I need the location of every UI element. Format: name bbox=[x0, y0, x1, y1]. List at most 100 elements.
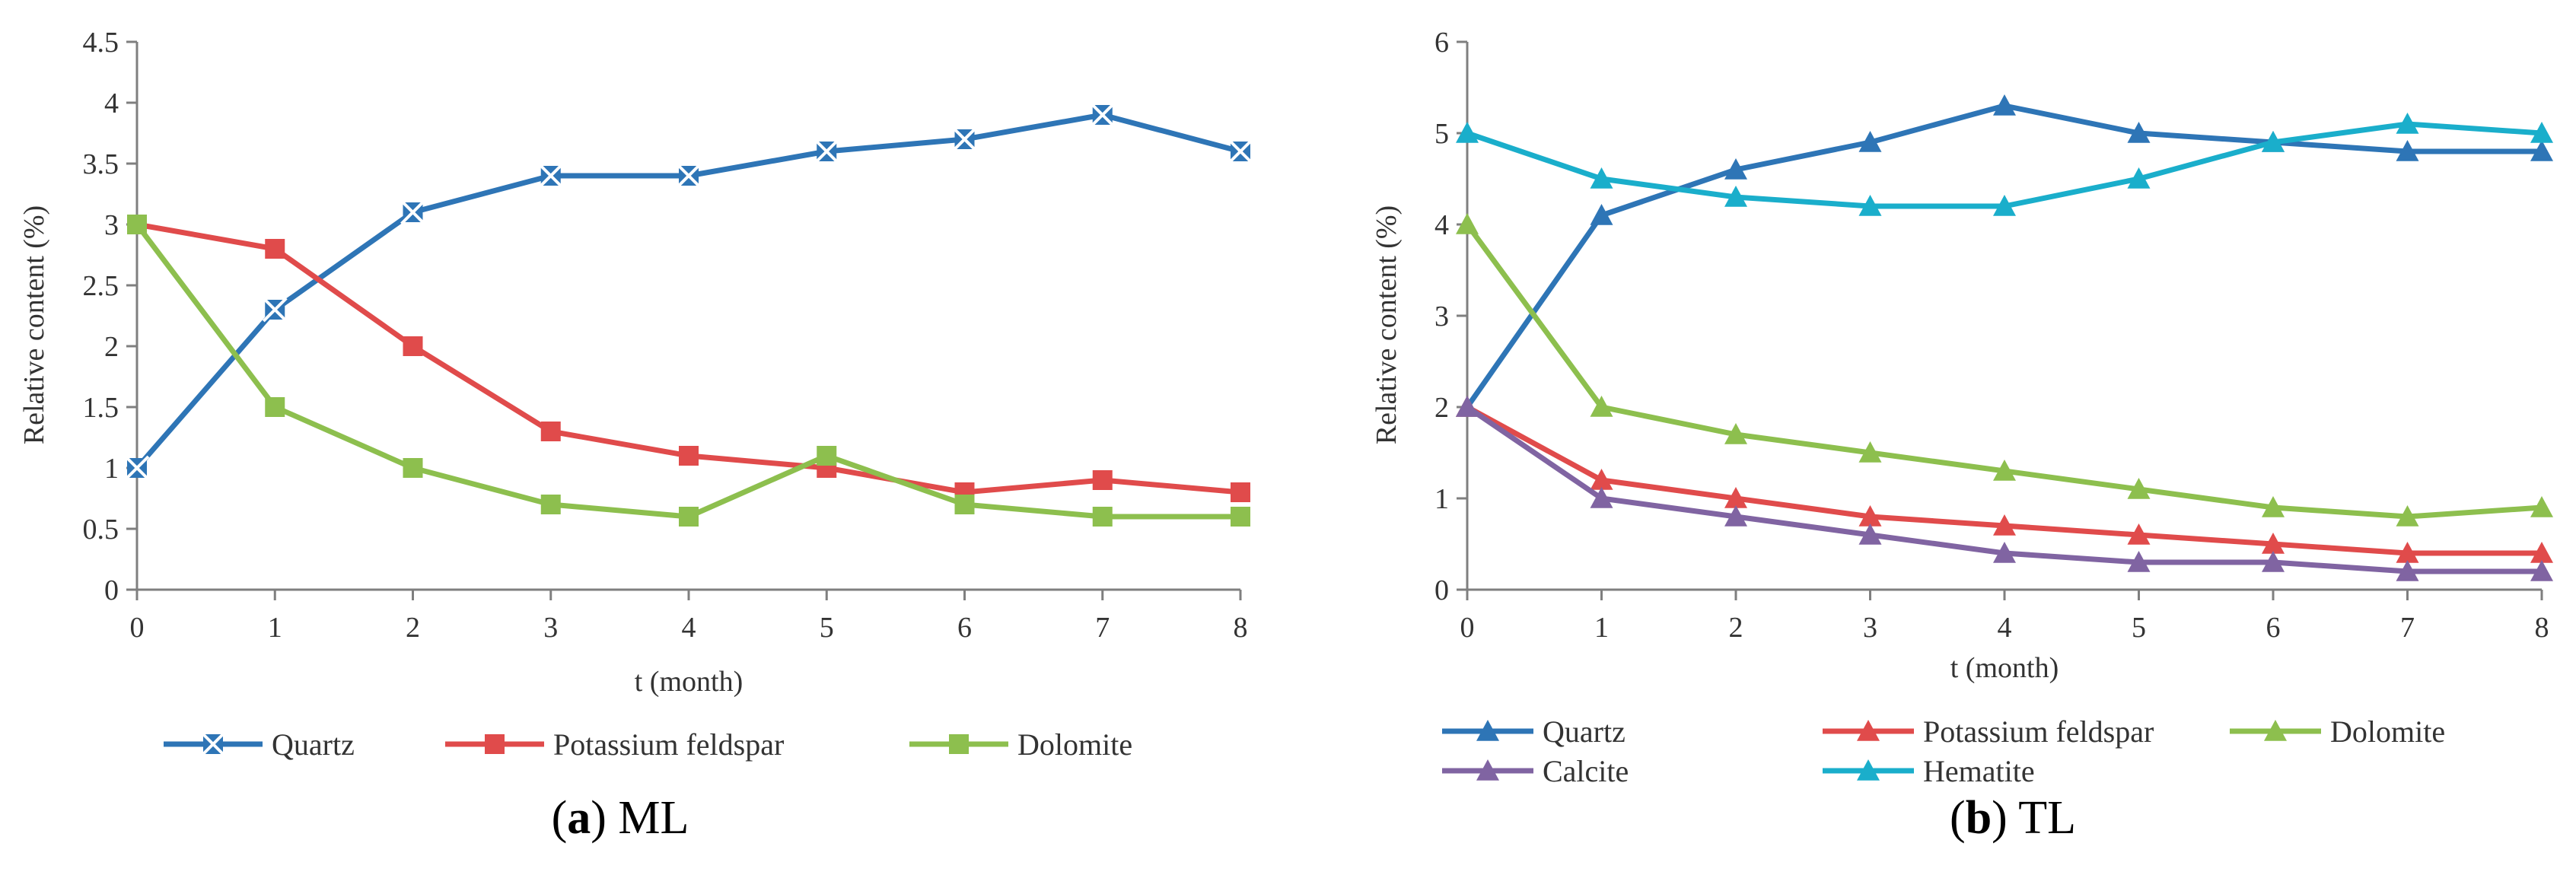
x-tick-label: 1 bbox=[268, 612, 282, 644]
caption-panel-letter: b bbox=[1966, 792, 1992, 844]
data-point bbox=[1090, 102, 1116, 128]
data-point-cross-b bbox=[1228, 138, 1253, 164]
data-point bbox=[1993, 195, 2016, 216]
data-point bbox=[1993, 514, 2016, 536]
data-point bbox=[1228, 138, 1253, 164]
data-point bbox=[1858, 441, 1882, 463]
caption-paren-open: ( bbox=[552, 792, 568, 844]
data-point bbox=[679, 507, 699, 527]
x-tick-label: 8 bbox=[2535, 612, 2549, 644]
data-point bbox=[2396, 505, 2419, 527]
data-point bbox=[1993, 542, 2016, 563]
legend-entry: Calcite bbox=[1442, 754, 1629, 788]
legend-marker bbox=[1476, 759, 1499, 781]
data-point bbox=[400, 199, 425, 225]
y-axis-label: Relative content (%) bbox=[1371, 205, 1403, 444]
legend-marker bbox=[949, 734, 969, 754]
data-point bbox=[262, 297, 288, 323]
y-tick-label: 4 bbox=[1434, 209, 1449, 241]
legend-marker bbox=[485, 734, 505, 754]
data-point bbox=[1993, 94, 2016, 116]
data-point bbox=[2127, 478, 2151, 499]
y-tick-label: 1.5 bbox=[83, 392, 119, 424]
y-tick-label: 1 bbox=[104, 453, 119, 485]
series-line bbox=[1464, 121, 2545, 209]
data-point bbox=[2530, 496, 2553, 517]
data-point-cross-b bbox=[538, 163, 564, 189]
data-point bbox=[403, 458, 423, 478]
caption-panel-letter: a bbox=[567, 792, 591, 844]
legend-label: Hematite bbox=[1923, 754, 2035, 788]
data-point bbox=[2262, 131, 2285, 152]
data-point-cross-b bbox=[676, 163, 702, 189]
data-point bbox=[817, 446, 837, 466]
x-tick-label: 5 bbox=[820, 612, 834, 644]
y-tick-label: 0 bbox=[104, 574, 119, 606]
data-point bbox=[1092, 507, 1113, 527]
data-point bbox=[2396, 542, 2419, 563]
legend-marker bbox=[200, 731, 226, 757]
y-tick-label: 3 bbox=[104, 209, 119, 241]
x-tick-label: 4 bbox=[682, 612, 696, 644]
data-point bbox=[952, 126, 977, 152]
y-tick-label: 0.5 bbox=[83, 514, 119, 546]
chart-panel-ml: 0 0.5 1 1.5 2 2.5 3 3.5 4 4.5 0 1 2 3 4 5 6 7 8 t (month) Re… bbox=[18, 27, 1253, 844]
data-point bbox=[2530, 542, 2553, 563]
data-point bbox=[1590, 469, 1613, 490]
data-point bbox=[2396, 113, 2419, 134]
data-point bbox=[1858, 131, 1882, 152]
series-potassium-feldspar bbox=[127, 215, 1250, 502]
y-tick-label: 2 bbox=[104, 331, 119, 363]
data-point bbox=[1590, 204, 1613, 225]
data-point bbox=[2262, 496, 2285, 517]
legend-entry: Hematite bbox=[1823, 754, 2035, 788]
y-tick-label: 5 bbox=[1434, 118, 1449, 150]
data-point bbox=[265, 397, 285, 417]
data-point bbox=[2530, 122, 2553, 143]
data-point bbox=[679, 446, 699, 466]
x-tick-label: 3 bbox=[543, 612, 558, 644]
x-tick-label: 2 bbox=[406, 612, 420, 644]
x-axis-label: t (month) bbox=[635, 666, 743, 698]
legend-label: Quartz bbox=[272, 727, 355, 762]
data-point bbox=[1456, 213, 1479, 234]
data-point bbox=[1858, 195, 1882, 216]
x-tick-label: 7 bbox=[1095, 612, 1110, 644]
chart-panel-tl: 0 1 2 3 4 5 6 0 1 2 3 4 5 6 7 8 t (month) Relative conten… bbox=[1371, 27, 2553, 844]
y-tick-label: 1 bbox=[1434, 483, 1449, 515]
caption-text: TL bbox=[2008, 792, 2076, 844]
data-point bbox=[1724, 423, 1747, 444]
data-point bbox=[1724, 186, 1747, 207]
data-point bbox=[1724, 158, 1747, 180]
y-tick-label: 6 bbox=[1434, 27, 1449, 59]
legend-entry: Quartz bbox=[1442, 714, 1626, 749]
legend-label: Dolomite bbox=[1017, 727, 1132, 762]
x-tick-label: 0 bbox=[1460, 612, 1475, 644]
x-tick-label: 7 bbox=[2400, 612, 2415, 644]
x-tick-label: 6 bbox=[2266, 612, 2281, 644]
x-tick-label: 1 bbox=[1594, 612, 1609, 644]
data-point bbox=[2530, 560, 2553, 581]
legend-marker bbox=[2264, 720, 2287, 741]
data-point bbox=[2262, 551, 2285, 572]
data-point bbox=[265, 239, 285, 259]
y-axis-label: Relative content (%) bbox=[18, 205, 50, 444]
y-tick-label: 0 bbox=[1434, 574, 1449, 606]
data-point bbox=[2396, 140, 2419, 161]
data-point bbox=[1456, 122, 1479, 143]
caption-paren-open: ( bbox=[1950, 792, 1966, 844]
data-point bbox=[124, 455, 150, 481]
x-axis-label: t (month) bbox=[1950, 652, 2059, 684]
data-point bbox=[2262, 533, 2285, 554]
legend-marker bbox=[1857, 720, 1880, 741]
data-point bbox=[2127, 167, 2151, 189]
x-tick-label: 6 bbox=[957, 612, 972, 644]
data-point bbox=[1724, 487, 1747, 508]
data-point bbox=[403, 336, 423, 356]
data-point bbox=[954, 495, 975, 514]
x-tick-label: 8 bbox=[1234, 612, 1248, 644]
y-tick-label: 4.5 bbox=[83, 27, 119, 59]
legend-label: Dolomite bbox=[2330, 714, 2445, 749]
legend-entry: Potassium feldspar bbox=[1823, 714, 2154, 749]
data-point-cross-b bbox=[1090, 102, 1116, 128]
